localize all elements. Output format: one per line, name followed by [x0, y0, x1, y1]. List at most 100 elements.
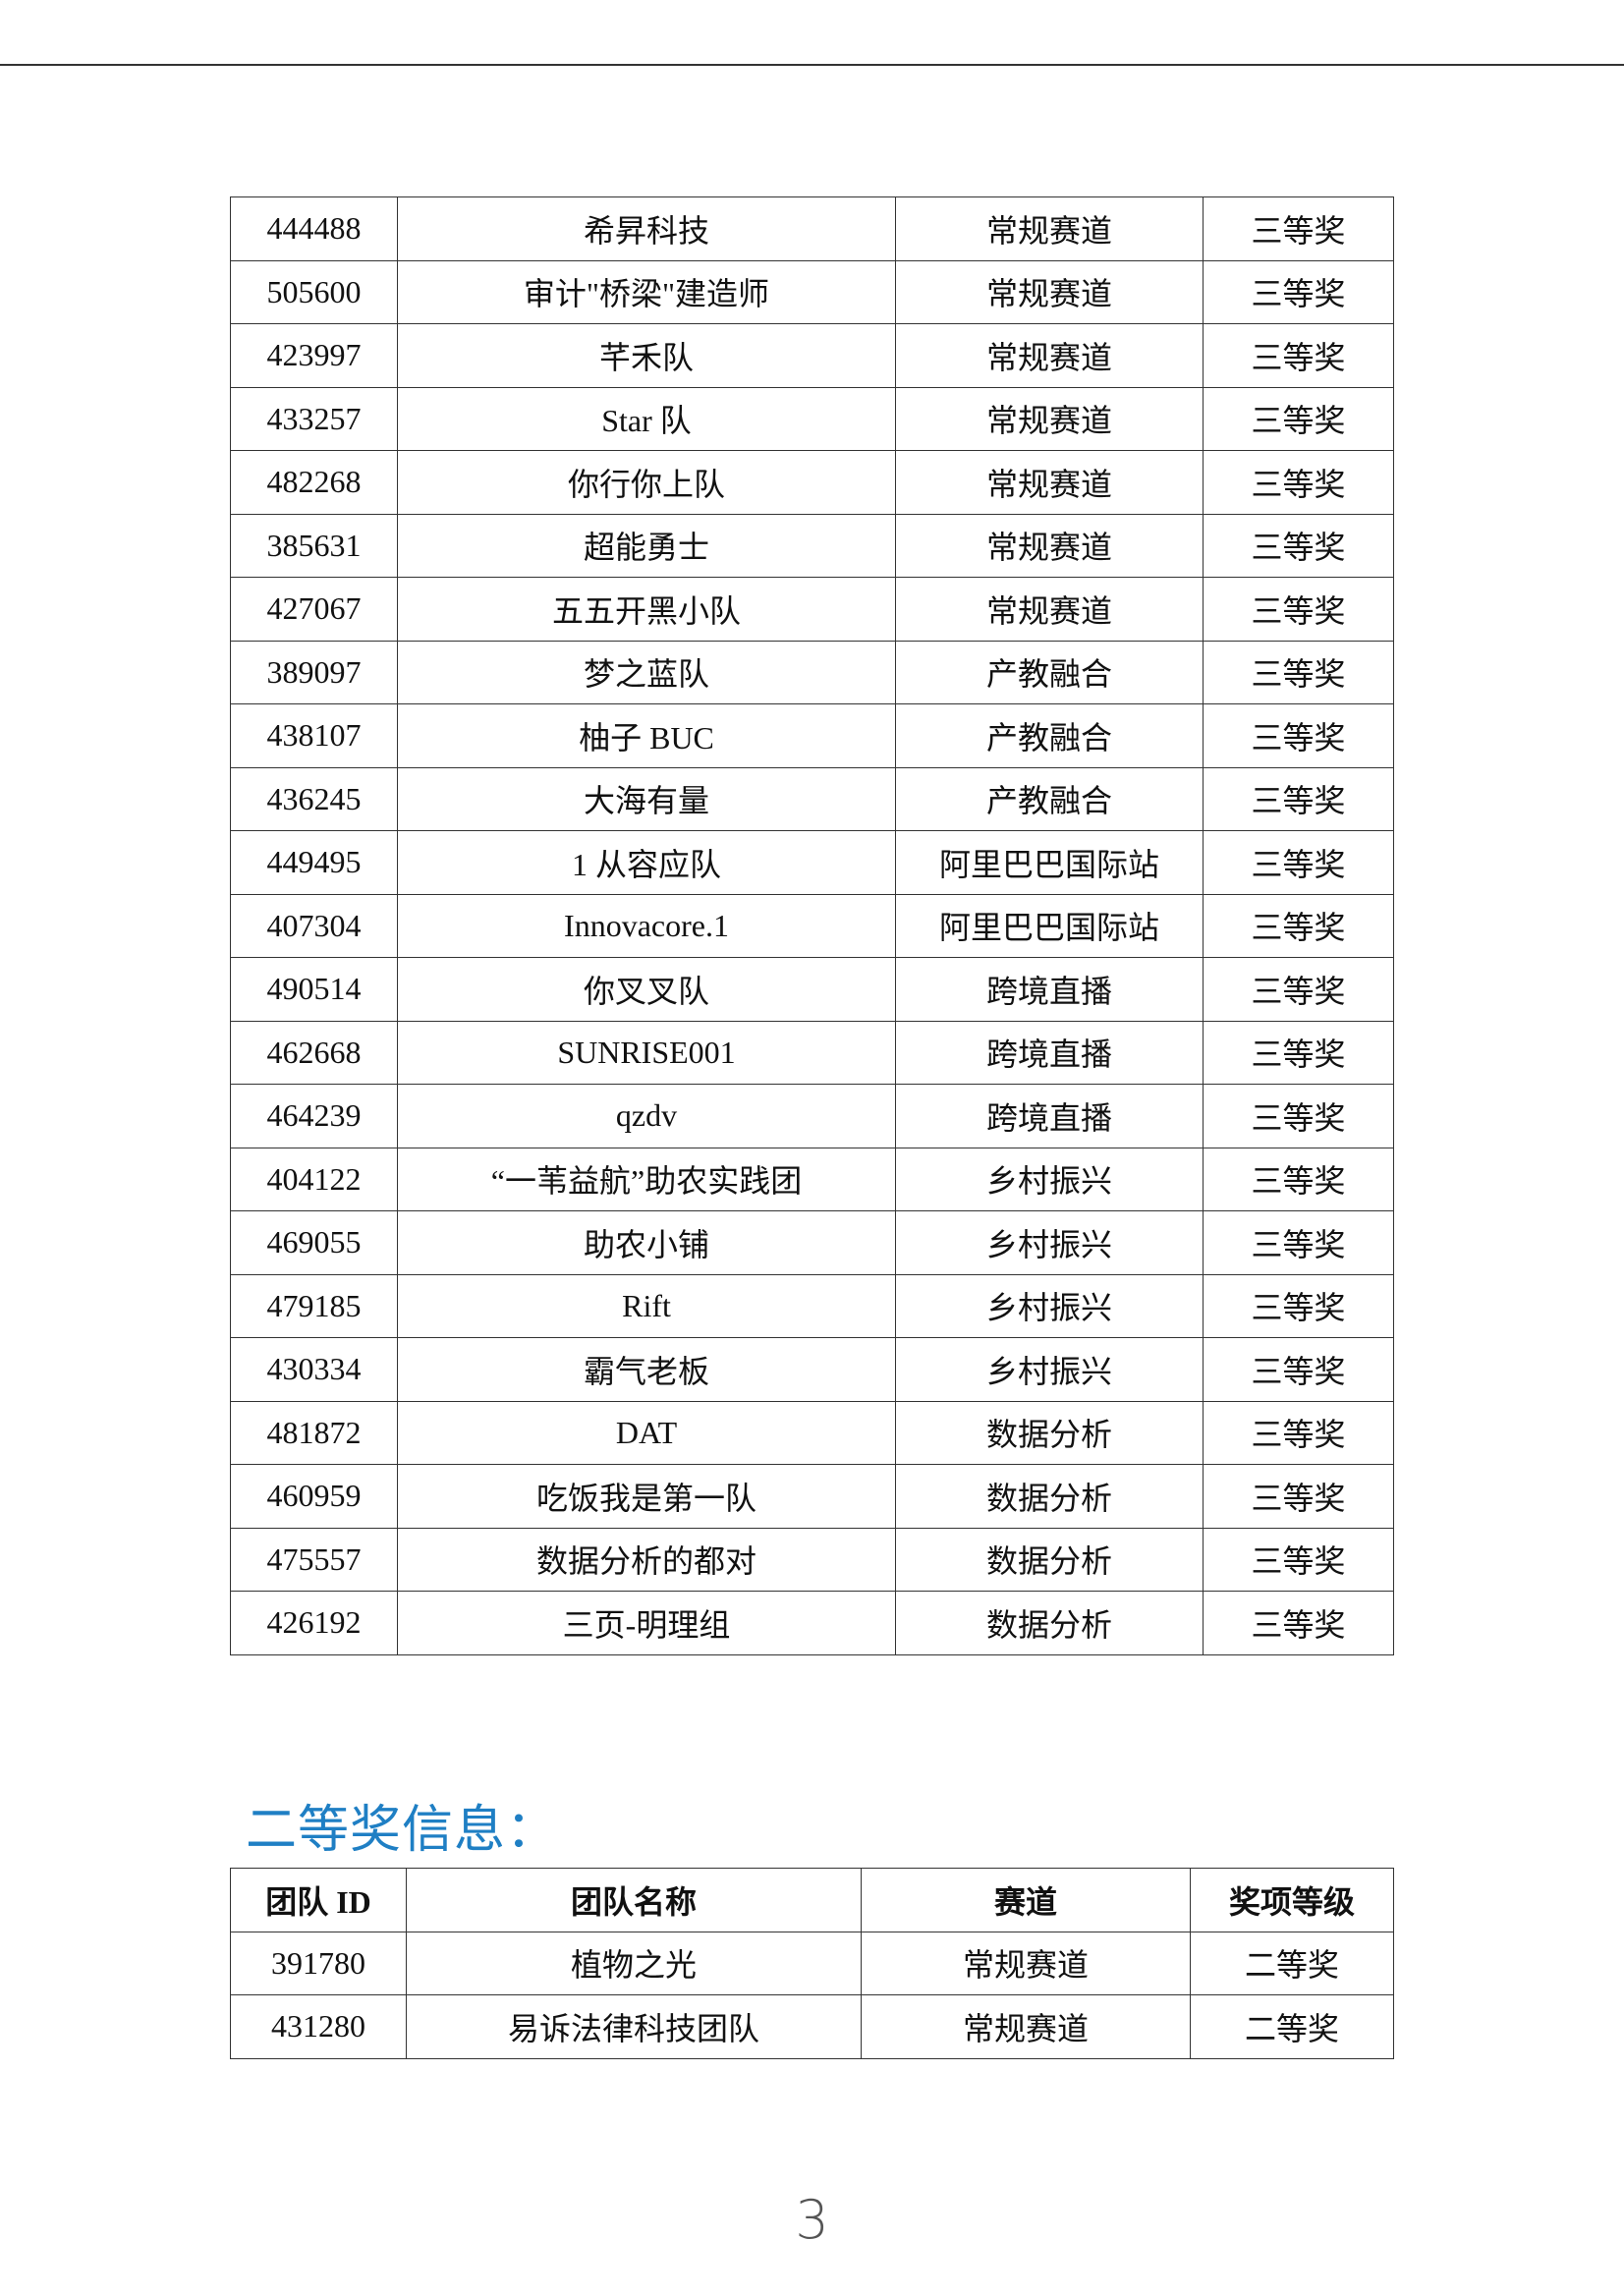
table-row: 427067 五五开黑小队 常规赛道 三等奖	[230, 577, 1394, 642]
cell-track: 乡村振兴	[895, 1147, 1204, 1211]
cell-team-id: 460959	[230, 1464, 398, 1529]
cell-award-level: 三等奖	[1203, 957, 1394, 1022]
cell-team-id: 449495	[230, 830, 398, 895]
cell-track: 产教融合	[895, 703, 1204, 768]
cell-team-name: SUNRISE001	[397, 1020, 896, 1085]
cell-team-id: 482268	[230, 450, 398, 515]
cell-team-id: 490514	[230, 957, 398, 1022]
cell-track: 数据分析	[895, 1464, 1204, 1529]
cell-team-id: 436245	[230, 766, 398, 831]
cell-team-id: 444488	[230, 196, 398, 261]
cell-award-level: 三等奖	[1203, 1147, 1394, 1211]
cell-award-level: 三等奖	[1203, 259, 1394, 324]
table-row: 426192 三页-明理组 数据分析 三等奖	[230, 1591, 1394, 1655]
cell-award-level: 三等奖	[1203, 1210, 1394, 1275]
header-team-name: 团队名称	[406, 1868, 862, 1932]
cell-team-name: qzdv	[397, 1084, 896, 1148]
table-row: 423997 芊禾队 常规赛道 三等奖	[230, 323, 1394, 388]
cell-team-name: 助农小铺	[397, 1210, 896, 1275]
cell-track: 乡村振兴	[895, 1273, 1204, 1338]
cell-team-id: 438107	[230, 703, 398, 768]
cell-team-id: 481872	[230, 1400, 398, 1465]
cell-team-name: 柚子 BUC	[397, 703, 896, 768]
cell-track: 数据分析	[895, 1400, 1204, 1465]
header-track: 赛道	[861, 1868, 1191, 1932]
cell-team-name: DAT	[397, 1400, 896, 1465]
cell-award-level: 三等奖	[1203, 196, 1394, 261]
cell-track: 常规赛道	[895, 577, 1204, 642]
cell-award-level: 三等奖	[1203, 1337, 1394, 1402]
cell-track: 乡村振兴	[895, 1337, 1204, 1402]
cell-team-id: 426192	[230, 1591, 398, 1655]
cell-team-name: 审计"桥梁"建造师	[397, 259, 896, 324]
table-row: 464239 qzdv 跨境直播 三等奖	[230, 1084, 1394, 1148]
cell-track: 数据分析	[895, 1591, 1204, 1655]
table-row: 389097 梦之蓝队 产教融合 三等奖	[230, 640, 1394, 704]
second-prize-heading: 二等奖信息：	[246, 1801, 559, 1860]
cell-track: 常规赛道	[895, 196, 1204, 261]
cell-team-id: 391780	[230, 1931, 407, 1995]
cell-award-level: 二等奖	[1190, 1931, 1394, 1995]
table-header-row: 团队 ID 团队名称 赛道 奖项等级	[230, 1868, 1394, 1932]
header-award-level: 奖项等级	[1190, 1868, 1394, 1932]
cell-track: 跨境直播	[895, 1020, 1204, 1085]
table-row: 460959 吃饭我是第一队 数据分析 三等奖	[230, 1464, 1394, 1529]
cell-award-level: 二等奖	[1190, 1994, 1394, 2059]
table-row: 482268 你行你上队 常规赛道 三等奖	[230, 450, 1394, 515]
table-row: 436245 大海有量 产教融合 三等奖	[230, 766, 1394, 831]
cell-award-level: 三等奖	[1203, 1527, 1394, 1592]
table-row: 481872 DAT 数据分析 三等奖	[230, 1400, 1394, 1465]
cell-team-name: 易诉法律科技团队	[406, 1994, 862, 2059]
cell-award-level: 三等奖	[1203, 323, 1394, 388]
table-row: 449495 1 从容应队 阿里巴巴国际站 三等奖	[230, 830, 1394, 895]
cell-team-id: 430334	[230, 1337, 398, 1402]
cell-team-id: 404122	[230, 1147, 398, 1211]
cell-award-level: 三等奖	[1203, 1084, 1394, 1148]
cell-track: 常规赛道	[895, 259, 1204, 324]
cell-award-level: 三等奖	[1203, 1400, 1394, 1465]
cell-track: 乡村振兴	[895, 1210, 1204, 1275]
table-row: 475557 数据分析的都对 数据分析 三等奖	[230, 1527, 1394, 1592]
cell-track: 跨境直播	[895, 957, 1204, 1022]
cell-team-name: 超能勇士	[397, 513, 896, 578]
cell-team-id: 469055	[230, 1210, 398, 1275]
cell-team-name: 梦之蓝队	[397, 640, 896, 704]
table-row: 431280 易诉法律科技团队 常规赛道 二等奖	[230, 1994, 1394, 2059]
cell-track: 常规赛道	[861, 1931, 1191, 1995]
cell-track: 常规赛道	[895, 386, 1204, 451]
table-row: 407304 Innovacore.1 阿里巴巴国际站 三等奖	[230, 893, 1394, 958]
cell-team-name: “一苇益航”助农实践团	[397, 1147, 896, 1211]
cell-team-id: 464239	[230, 1084, 398, 1148]
cell-track: 跨境直播	[895, 1084, 1204, 1148]
cell-team-id: 479185	[230, 1273, 398, 1338]
cell-award-level: 三等奖	[1203, 1591, 1394, 1655]
cell-track: 产教融合	[895, 766, 1204, 831]
table-row: 430334 霸气老板 乡村振兴 三等奖	[230, 1337, 1394, 1402]
cell-award-level: 三等奖	[1203, 703, 1394, 768]
cell-team-name: 希昇科技	[397, 196, 896, 261]
cell-award-level: 三等奖	[1203, 893, 1394, 958]
cell-award-level: 三等奖	[1203, 1464, 1394, 1529]
cell-team-name: 五五开黑小队	[397, 577, 896, 642]
page-number: 3	[795, 2189, 829, 2251]
cell-award-level: 三等奖	[1203, 640, 1394, 704]
table-row: 404122 “一苇益航”助农实践团 乡村振兴 三等奖	[230, 1147, 1394, 1211]
cell-track: 常规赛道	[895, 513, 1204, 578]
cell-team-name: 数据分析的都对	[397, 1527, 896, 1592]
cell-team-id: 385631	[230, 513, 398, 578]
cell-track: 常规赛道	[895, 323, 1204, 388]
cell-award-level: 三等奖	[1203, 1020, 1394, 1085]
cell-award-level: 三等奖	[1203, 577, 1394, 642]
cell-team-id: 475557	[230, 1527, 398, 1592]
table-row: 385631 超能勇士 常规赛道 三等奖	[230, 513, 1394, 578]
cell-team-name: Star 队	[397, 386, 896, 451]
cell-team-id: 431280	[230, 1994, 407, 2059]
cell-team-id: 433257	[230, 386, 398, 451]
cell-team-name: 植物之光	[406, 1931, 862, 1995]
header-team-id: 团队 ID	[230, 1868, 407, 1932]
table-row: 433257 Star 队常规赛道 三等奖	[230, 386, 1394, 451]
cell-award-level: 三等奖	[1203, 766, 1394, 831]
cell-team-name: 你行你上队	[397, 450, 896, 515]
cell-team-id: 505600	[230, 259, 398, 324]
cell-track: 阿里巴巴国际站	[895, 830, 1204, 895]
